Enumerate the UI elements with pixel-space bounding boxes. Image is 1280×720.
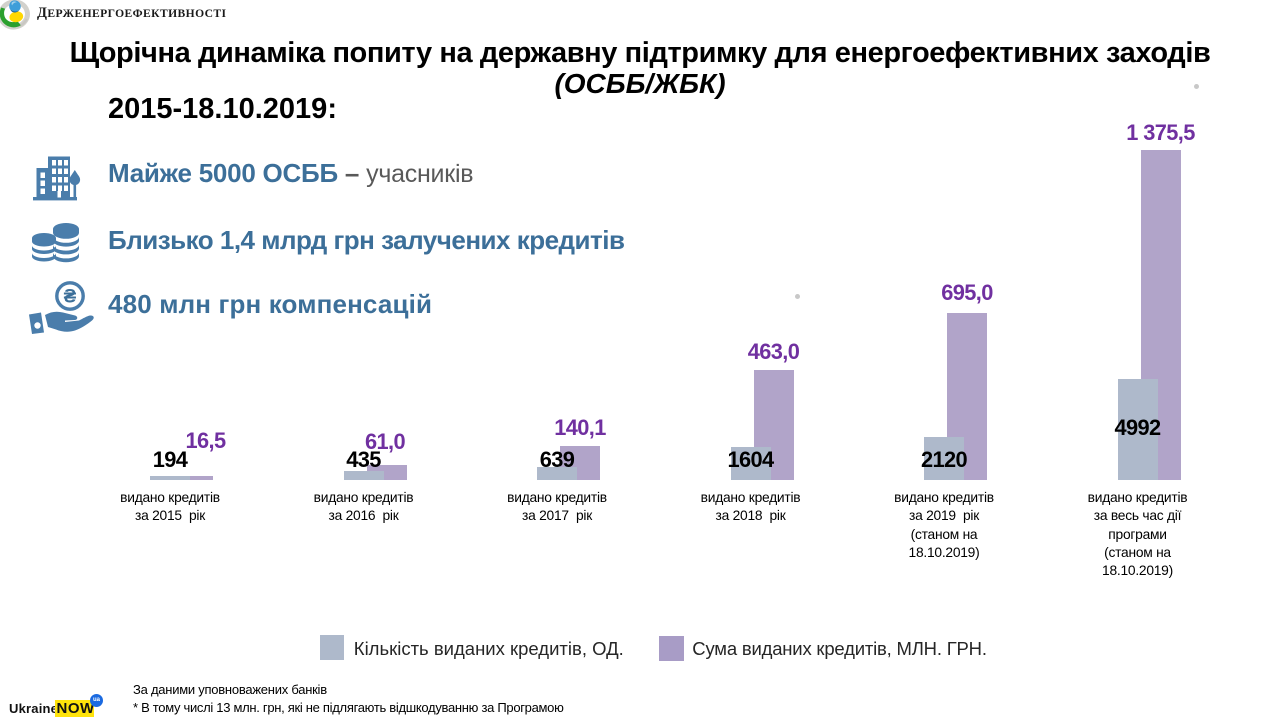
svg-text:₴: ₴: [64, 287, 77, 308]
